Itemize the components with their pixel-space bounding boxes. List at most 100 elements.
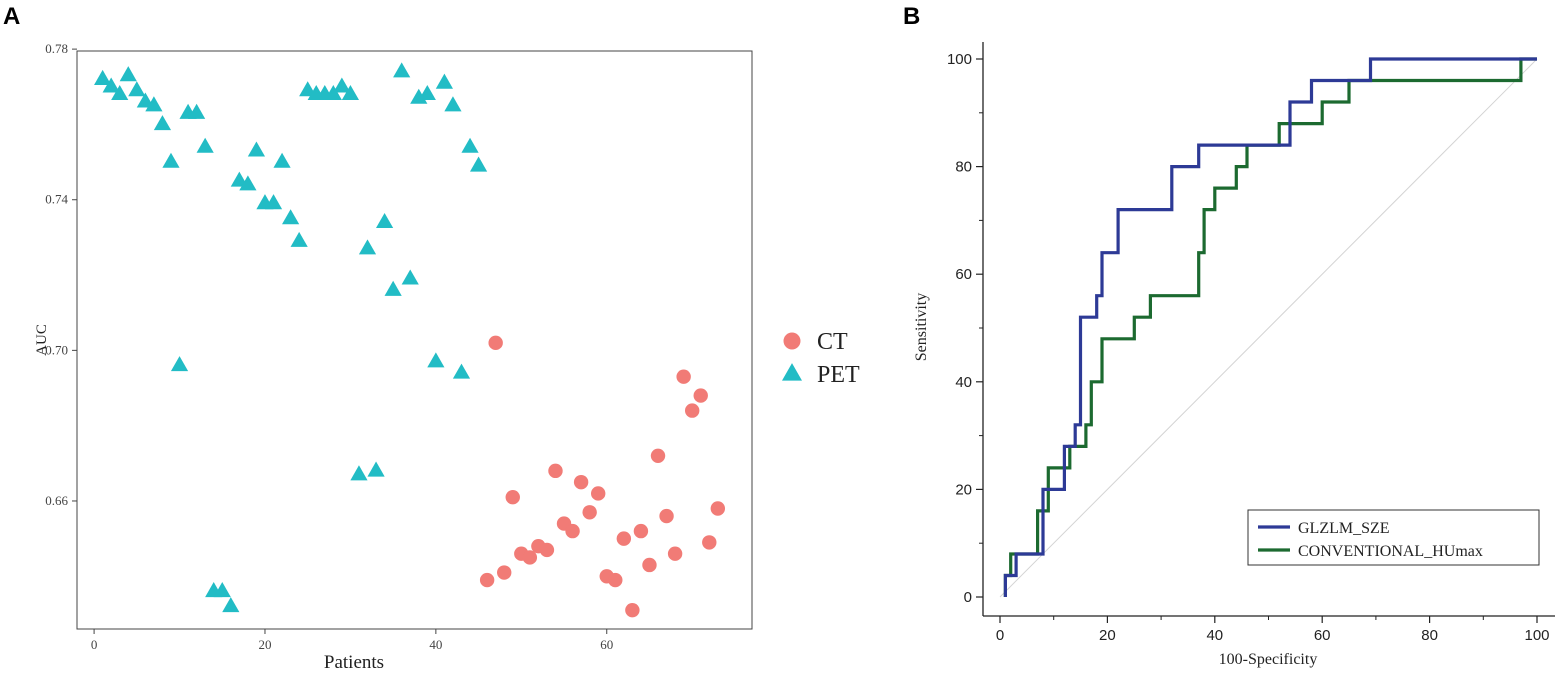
pet-point xyxy=(119,66,137,82)
pet-point xyxy=(358,239,377,255)
ct-point xyxy=(642,557,657,573)
pet-point xyxy=(196,137,214,153)
panel-b-x-tick-label: 40 xyxy=(1206,627,1223,644)
pet-point xyxy=(153,115,172,131)
pet-point xyxy=(410,88,428,104)
pet-point xyxy=(384,280,402,296)
panel-a-y-tick-label: 0.74 xyxy=(45,192,68,207)
ct-point xyxy=(633,523,649,539)
ct-point xyxy=(693,388,708,403)
legend-ct-label: CT xyxy=(817,329,848,355)
ct-point xyxy=(591,486,606,501)
ct-point xyxy=(676,369,691,384)
ct-point xyxy=(522,550,538,565)
panel-b-reference-diagonal xyxy=(999,58,1538,598)
panel-a-legend: CT PET xyxy=(782,329,860,388)
panel-b-y-label: Sensitivity xyxy=(913,293,930,361)
ct-point xyxy=(710,501,726,516)
ct-point xyxy=(565,523,580,539)
ct-point xyxy=(702,535,717,550)
panel-a-y-tick-label: 0.70 xyxy=(45,342,68,357)
pet-point xyxy=(418,84,436,101)
panel-a-x-tick-label: 20 xyxy=(258,637,271,652)
pet-point xyxy=(162,152,180,168)
panel-a-y-label: AUC xyxy=(34,324,50,356)
panel-b-y-tick-label: 40 xyxy=(955,374,972,391)
panel-b-x-label: 100-Specificity xyxy=(1219,651,1318,668)
panel-b-ticks: 0 20 40 60 80 100 0 20 40 60 80 100 xyxy=(947,51,1550,644)
pet-point xyxy=(102,77,120,93)
panel-a-x-tick-label: 0 xyxy=(91,637,98,652)
pet-point xyxy=(264,194,283,210)
pet-point xyxy=(188,103,206,119)
legend-pet-label: PET xyxy=(817,362,860,388)
panel-b-legend-box xyxy=(1247,509,1540,566)
legend-pet-marker xyxy=(782,363,802,381)
ct-point xyxy=(573,474,589,490)
pet-point xyxy=(375,212,394,229)
ct-point xyxy=(497,565,512,580)
panel-b-y-tick-label: 100 xyxy=(947,51,972,68)
pet-point xyxy=(247,141,266,157)
pet-point xyxy=(111,84,129,101)
ct-point xyxy=(479,572,495,588)
pet-point xyxy=(393,62,411,78)
ct-point xyxy=(608,572,623,588)
panel-a-points xyxy=(94,62,726,618)
roc-curve-glzlm-sze xyxy=(1003,57,1537,597)
pet-point xyxy=(128,81,146,97)
pet-point xyxy=(170,356,189,372)
pet-point xyxy=(222,597,240,613)
panel-b-y-tick-label: 20 xyxy=(955,481,972,498)
pet-point xyxy=(290,231,308,247)
pet-point xyxy=(324,84,342,101)
panel-b-curves xyxy=(1003,57,1537,597)
panel-b-x-tick-label: 20 xyxy=(1099,627,1116,644)
ct-point xyxy=(650,448,666,463)
panel-b-roc: 0 20 40 60 80 100 0 20 40 60 80 100 100-Specificity… xyxy=(913,42,1555,668)
panel-b-x-tick-label: 60 xyxy=(1314,627,1331,644)
pet-point xyxy=(444,96,462,112)
legend-label-glzlm-sze: GLZLM_SZE xyxy=(1298,520,1390,537)
ct-point xyxy=(539,542,555,558)
pet-point xyxy=(239,175,257,191)
panel-b-x-tick-label: 100 xyxy=(1524,627,1549,644)
ct-point xyxy=(667,546,683,561)
panel-b-y-tick-label: 80 xyxy=(955,159,972,176)
pet-point xyxy=(427,352,445,368)
legend-label-conventional-humax: CONVENTIONAL_HUmax xyxy=(1298,543,1483,560)
panel-b-letter: B xyxy=(903,3,920,30)
panel-a-ticks: 0 20 40 60 0.66 0.70 0.74 0.78 xyxy=(45,41,613,652)
ct-point xyxy=(548,463,563,479)
panel-a-scatter: 0 20 40 60 0.66 0.70 0.74 0.78 Patients AUC CT P… xyxy=(34,41,860,673)
pet-point xyxy=(461,137,479,153)
pet-point xyxy=(273,152,291,168)
panel-a-x-tick-label: 40 xyxy=(429,637,442,652)
panel-a-x-tick-label: 60 xyxy=(600,637,613,652)
ct-point xyxy=(659,508,674,524)
pet-point xyxy=(213,582,231,598)
ct-point xyxy=(616,531,632,546)
pet-point xyxy=(350,465,368,481)
pet-point xyxy=(145,96,163,112)
panel-b-y-tick-label: 0 xyxy=(964,589,972,606)
pet-point xyxy=(367,461,385,477)
pet-point xyxy=(94,69,112,85)
panel-a-plot-area xyxy=(76,50,753,630)
pet-point xyxy=(452,363,471,379)
pet-point xyxy=(282,209,300,225)
panel-b-x-tick-label: 80 xyxy=(1421,627,1438,644)
pet-point xyxy=(435,73,454,89)
pet-point xyxy=(469,156,488,172)
panel-a-letter: A xyxy=(3,3,20,30)
ct-point xyxy=(488,335,503,351)
panel-a-y-tick-label: 0.66 xyxy=(45,493,68,508)
panel-a-x-label: Patients xyxy=(324,652,384,673)
ct-point xyxy=(505,490,520,505)
pet-point xyxy=(341,84,360,101)
legend-ct-marker xyxy=(783,332,801,350)
pet-point xyxy=(401,269,419,285)
panel-b-legend: GLZLM_SZE CONVENTIONAL_HUmax xyxy=(1247,509,1540,566)
ct-point xyxy=(684,403,700,418)
